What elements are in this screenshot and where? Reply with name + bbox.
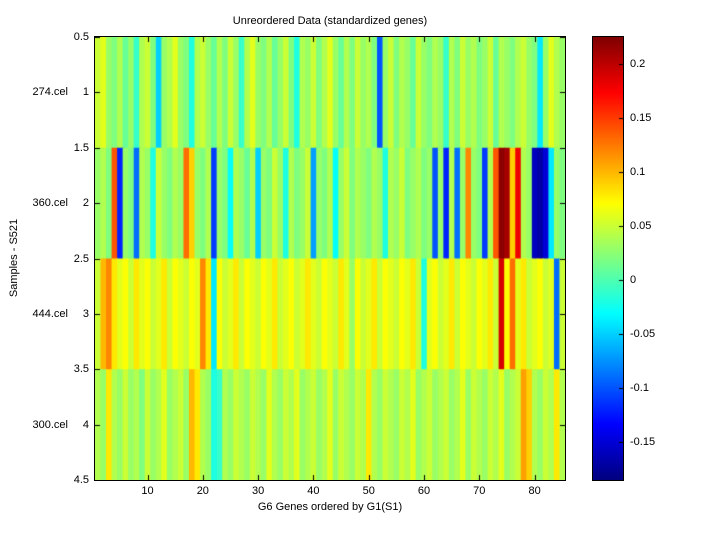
y-tick-label: 4 bbox=[82, 418, 89, 431]
colorbar-tick-label: 0.05 bbox=[630, 220, 652, 233]
colorbar-tick-label: -0.05 bbox=[630, 328, 656, 341]
colorbar-tick-label: 0.2 bbox=[630, 58, 646, 70]
colorbar-tick-label: 0.1 bbox=[630, 166, 646, 179]
y-tick-label: 1.5 bbox=[73, 141, 89, 154]
chart-title: Unreordered Data (standardized genes) bbox=[232, 15, 428, 27]
colorbar-tick-label: -0.1 bbox=[630, 382, 649, 395]
x-tick-label: 50 bbox=[362, 485, 375, 497]
heatmap-plot bbox=[94, 36, 566, 481]
colorbar bbox=[592, 36, 624, 481]
x-tick-label: 70 bbox=[473, 485, 486, 497]
colorbar-tick-label: -0.15 bbox=[630, 436, 656, 449]
x-tick-label: 40 bbox=[307, 485, 320, 497]
x-tick-label: 60 bbox=[417, 485, 431, 497]
y-tick-label: 1 bbox=[82, 86, 89, 99]
sample-row-label: 300.cel bbox=[32, 418, 68, 431]
sample-row-label: 274.cel bbox=[32, 86, 68, 99]
x-tick-label: 10 bbox=[141, 485, 154, 497]
sample-row-label: 360.cel bbox=[32, 197, 68, 210]
x-axis-label: G6 Genes ordered by G1(S1) bbox=[257, 501, 403, 513]
y-tick-label: 4.5 bbox=[73, 474, 89, 486]
y-tick-label: 0.5 bbox=[73, 31, 89, 43]
x-tick-label: 80 bbox=[528, 485, 541, 497]
x-tick-label: 30 bbox=[251, 485, 265, 497]
y-tick-label: 2.5 bbox=[73, 252, 89, 265]
colorbar-tick-label: 0 bbox=[630, 274, 637, 287]
sample-row-label: 444.cel bbox=[32, 307, 68, 320]
colorbar-tick-label: 0.15 bbox=[630, 112, 652, 125]
y-tick-label: 2 bbox=[82, 197, 89, 210]
x-tick-label: 20 bbox=[196, 485, 209, 497]
y-tick-label: 3 bbox=[82, 307, 89, 320]
y-tick-label: 3.5 bbox=[73, 363, 89, 376]
